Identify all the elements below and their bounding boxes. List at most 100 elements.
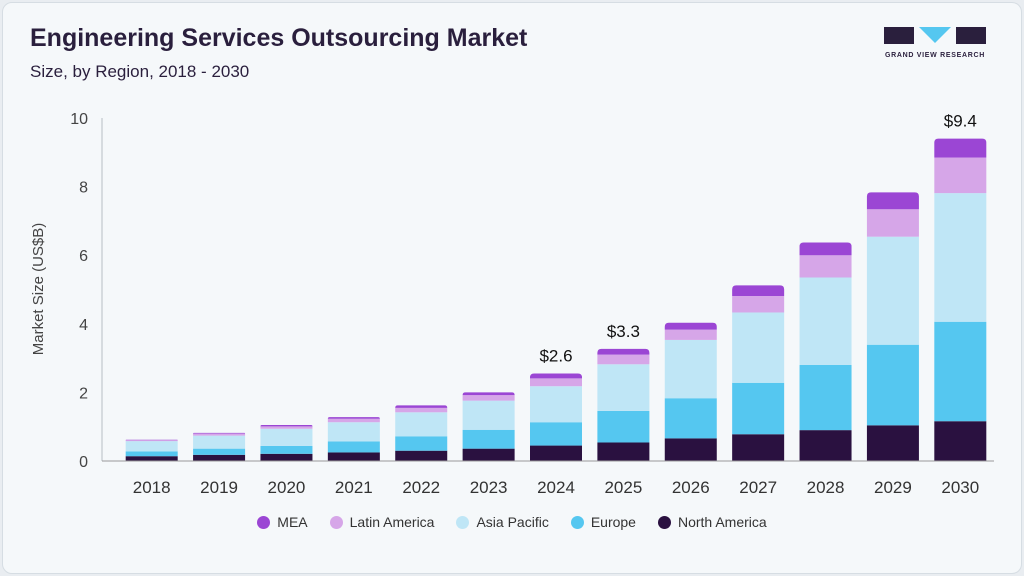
bar-segment-latin-america-2023 [462,395,515,401]
x-tick-label: 2020 [268,478,306,497]
bar-segment-north-america-2018 [125,456,178,461]
bar-segment-asia-pacific-2018 [125,441,178,452]
bar-segment-north-america-2027 [732,434,785,461]
bar-segment-latin-america-2026 [664,329,717,340]
bar-segment-europe-2030 [934,321,987,422]
legend-swatch-icon [257,515,271,529]
bar-segment-mea-2018 [125,439,178,441]
x-tick-label: 2024 [537,478,575,497]
bar-segment-asia-pacific-2030 [934,193,987,322]
bar-segment-europe-2027 [732,382,785,435]
bar-segment-mea-2030 [934,138,987,158]
legend-item-latin-america[interactable]: Latin America [329,514,435,530]
bar-segment-mea-2025 [597,348,650,355]
y-axis-ticks: 0 2 4 6 8 10 [70,111,88,471]
bar-segment-mea-2023 [462,392,515,396]
grand-view-research-logo-icon [884,27,986,44]
x-tick-label: 2025 [604,478,642,497]
bar-segment-latin-america-2027 [732,296,785,313]
bar-segment-north-america-2030 [934,421,987,461]
data-label-2024: $2.6 [539,347,572,366]
legend-item-north-america[interactable]: North America [657,514,767,530]
bar-segment-north-america-2023 [462,448,515,461]
y-tick-label: 4 [79,317,88,334]
y-tick-label: 2 [79,385,88,402]
y-tick-label: 6 [79,248,88,265]
bar-segment-latin-america-2018 [125,440,178,442]
legend-label: MEA [277,514,308,530]
x-tick-label: 2018 [133,478,171,497]
legend-swatch-icon [570,515,584,529]
bar-segment-asia-pacific-2025 [597,364,650,411]
bar-segment-latin-america-2022 [395,407,448,413]
bar-stack-2025 [597,348,650,461]
bar-stack-2023 [462,392,515,461]
legend-label: Latin America [349,514,435,530]
bar-stack-2018 [125,439,178,461]
bar-segment-asia-pacific-2028 [799,277,852,365]
bar-segment-asia-pacific-2020 [260,428,313,446]
bar-segment-north-america-2022 [395,450,448,461]
bar-segment-mea-2019 [193,432,246,434]
bar-stack-2021 [327,417,380,461]
legend-swatch-icon [456,515,470,529]
legend-swatch-icon [329,515,343,529]
bar-segment-mea-2021 [327,417,380,419]
x-tick-label: 2021 [335,478,373,497]
bar-segment-latin-america-2025 [597,354,650,365]
bar-stacks [125,138,987,461]
y-tick-label: 8 [79,180,88,197]
x-tick-label: 2026 [672,478,710,497]
bar-segment-asia-pacific-2019 [193,435,246,449]
y-axis-label: Market Size (US$B) [30,223,47,356]
legend-item-europe[interactable]: Europe [570,514,636,530]
legend-item-asia-pacific[interactable]: Asia Pacific [456,514,549,530]
bar-segment-asia-pacific-2021 [327,422,380,442]
data-label-2030: $9.4 [944,112,977,131]
bar-segment-north-america-2021 [327,452,380,461]
x-tick-label: 2030 [941,478,979,497]
x-tick-label: 2019 [200,478,238,497]
data-label-2025: $3.3 [607,322,640,341]
bar-stack-2030 [934,138,987,461]
bar-segment-europe-2029 [866,344,919,426]
bar-segment-europe-2028 [799,364,852,431]
bar-stack-2028 [799,242,852,461]
x-tick-label: 2023 [470,478,508,497]
chart-title: Engineering Services Outsourcing Market [30,24,528,52]
x-axis-ticks: 2018 2019 2020 2021 2022 2023 2024 2025 2026 2027… [133,478,979,497]
bar-stack-2024 [530,373,582,461]
bar-stack-2026 [664,322,717,461]
bar-stack-2029 [866,192,919,461]
bar-segment-north-america-2026 [664,438,717,461]
bar-stack-2020 [260,424,313,461]
bar-segment-north-america-2019 [193,454,246,461]
bar-segment-north-america-2029 [866,425,919,461]
bar-segment-latin-america-2019 [193,433,246,436]
bar-segment-north-america-2024 [530,445,582,461]
bar-segment-latin-america-2021 [327,418,380,423]
bar-segment-asia-pacific-2022 [395,412,448,437]
bar-segment-mea-2022 [395,405,448,408]
bar-segment-asia-pacific-2026 [664,339,717,399]
bar-segment-asia-pacific-2023 [462,400,515,430]
bar-segment-mea-2027 [732,285,785,297]
bar-segment-latin-america-2020 [260,426,313,429]
legend-item-mea[interactable]: MEA [257,514,308,530]
bar-segment-latin-america-2024 [530,378,582,387]
bar-segment-europe-2025 [597,410,650,443]
bar-segment-europe-2024 [530,422,582,446]
chart-subtitle: Size, by Region, 2018 - 2030 [30,62,250,81]
bar-segment-europe-2026 [664,398,717,439]
legend-label: Europe [590,514,636,530]
bar-segment-asia-pacific-2029 [866,236,919,345]
bar-stack-2027 [732,285,785,461]
y-tick-label: 0 [79,454,88,471]
bar-segment-europe-2023 [462,429,515,449]
bar-segment-mea-2028 [799,242,852,256]
x-tick-label: 2029 [874,478,912,497]
bar-segment-europe-2020 [260,445,313,454]
bar-segment-asia-pacific-2027 [732,312,785,383]
